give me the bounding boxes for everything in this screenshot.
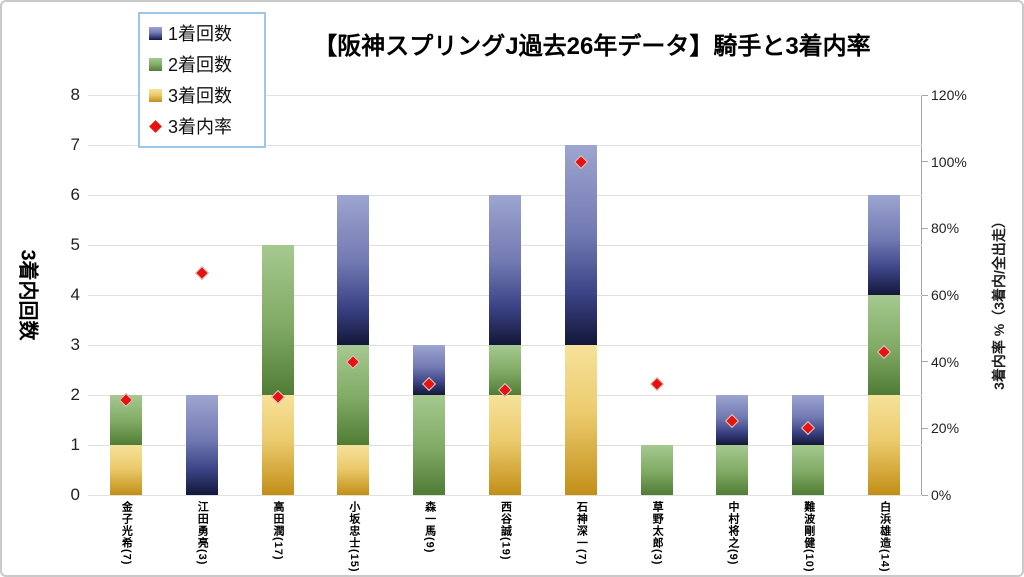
right-axis-tick-label: 120% <box>931 87 967 103</box>
right-axis-tick-label: 40% <box>931 353 960 370</box>
legend-label: 3着回数 <box>168 85 233 106</box>
x-axis-label: 高田潤(17) <box>272 501 285 561</box>
bar-segment-2着回数 <box>640 445 673 495</box>
bar-group <box>489 195 521 495</box>
right-axis-tick <box>922 94 928 96</box>
bar-group <box>640 445 673 495</box>
legend-diamond-icon <box>149 120 162 133</box>
bar-group <box>109 395 142 495</box>
legend-square-icon <box>149 58 162 71</box>
left-axis-tick-label: 0 <box>70 485 80 504</box>
x-axis-label: 金子光希(7) <box>120 501 133 566</box>
left-axis-tick-label: 5 <box>70 235 80 254</box>
bar-segment-3着回数 <box>564 345 597 495</box>
legend-label: 1着回数 <box>168 23 233 44</box>
x-axis-label: 西谷誠(19) <box>499 501 512 561</box>
bar-segment-2着回数 <box>261 245 294 395</box>
legend-item: 3着内率 <box>149 111 264 142</box>
x-axis-label: 小坂忠士(15) <box>347 501 360 573</box>
left-axis-tick-label: 1 <box>70 435 80 454</box>
bar-group <box>337 195 370 495</box>
right-axis-tick-label: 0% <box>931 487 952 503</box>
bar-segment-1着回数 <box>868 195 901 295</box>
left-axis-tick-label: 3 <box>70 335 80 354</box>
bar-segment-2着回数 <box>413 395 446 495</box>
gridline <box>88 144 922 146</box>
bar-segment-2着回数 <box>792 445 825 495</box>
right-axis-tick <box>922 494 928 496</box>
legend-item: 1着回数 <box>149 18 264 49</box>
bar-group <box>716 395 749 495</box>
plot-area <box>88 94 922 496</box>
rate-diamond <box>649 376 664 392</box>
right-axis-tick-label: 100% <box>931 153 967 170</box>
bar-segment-3着回数 <box>261 395 294 495</box>
legend-label: 2着回数 <box>168 54 233 75</box>
left-axis-tick-label: 8 <box>70 85 80 104</box>
left-axis-tick-label: 6 <box>70 185 80 204</box>
bar-segment-1着回数 <box>185 395 218 495</box>
legend-item: 2着回数 <box>149 49 264 80</box>
x-axis-label: 白浜雄造(14) <box>878 501 891 573</box>
legend-label: 3着内率 <box>168 116 233 137</box>
bar-segment-1着回数 <box>337 195 370 345</box>
bar-segment-3着回数 <box>337 445 370 495</box>
legend-item: 3着回数 <box>149 80 264 111</box>
x-axis-label: 難波剛健(10) <box>802 501 815 573</box>
left-axis-tick-label: 4 <box>70 285 80 304</box>
right-axis-tick-label: 20% <box>931 420 960 437</box>
right-axis-tick <box>922 427 928 429</box>
bar-segment-2着回数 <box>716 445 749 495</box>
right-axis-tick-label: 80% <box>931 220 960 237</box>
x-axis-label: 森一馬(9) <box>423 501 436 554</box>
legend-square-icon <box>149 27 162 40</box>
right-axis-title: 3着内率 %（3着内/全出走） <box>991 214 1007 390</box>
right-axis-tick <box>922 361 928 363</box>
bar-group <box>413 345 446 495</box>
right-axis-tick-label: 60% <box>931 287 960 303</box>
bar-segment-1着回数 <box>564 145 597 345</box>
bar-segment-3着回数 <box>109 445 142 495</box>
bar-segment-1着回数 <box>489 195 521 345</box>
right-axis-tick <box>922 294 928 296</box>
left-axis-tick-label: 2 <box>70 385 80 404</box>
bar-segment-1着回数 <box>792 395 825 445</box>
x-axis-label: 江田勇亮(3) <box>196 501 209 566</box>
legend: 1着回数 2着回数 3着回数 3着内率 <box>138 12 266 148</box>
bar-group <box>185 395 218 495</box>
bar-segment-3着回数 <box>868 395 901 495</box>
bar-group <box>261 245 294 495</box>
x-axis-label: 草野太郎(3) <box>651 501 664 566</box>
bar-group <box>564 145 597 495</box>
x-axis-label: 石神深一(7) <box>575 501 588 566</box>
x-axis-label: 中村将之(9) <box>726 501 739 566</box>
bar-group <box>792 395 825 495</box>
gridline <box>88 94 922 96</box>
gridline <box>88 494 922 496</box>
rate-diamond <box>194 265 209 280</box>
left-axis-tick-label: 7 <box>70 135 80 154</box>
legend-square-icon <box>149 89 162 102</box>
right-axis-tick <box>922 161 928 163</box>
bar-segment-3着回数 <box>489 395 521 495</box>
chart-title: 【阪神スプリングJ過去26年データ】騎手と3着内率 <box>313 33 871 60</box>
right-axis-tick <box>922 227 928 229</box>
